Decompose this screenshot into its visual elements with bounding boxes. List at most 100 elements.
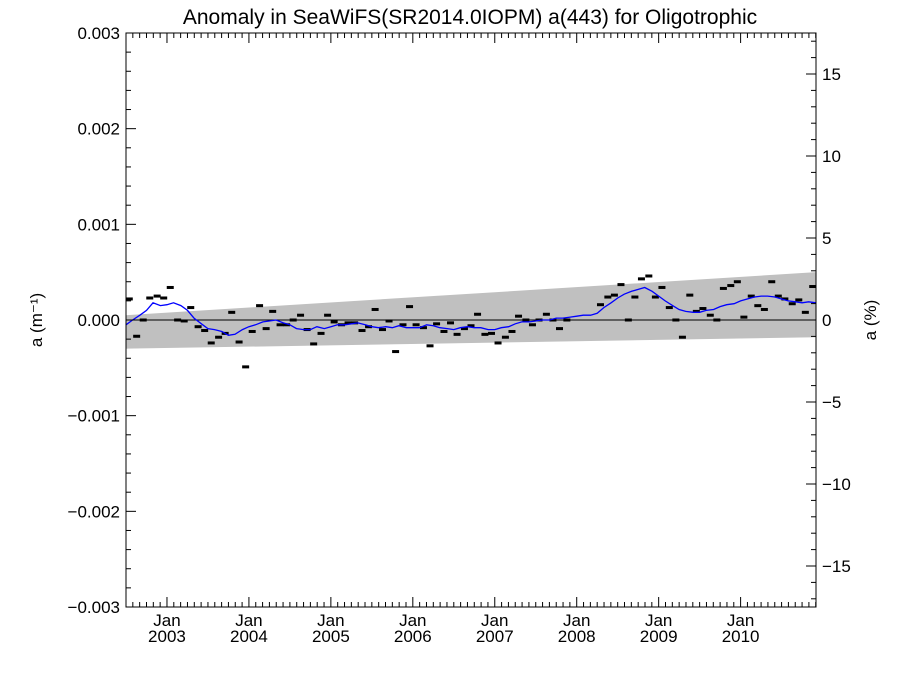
data-point-marker: [166, 285, 174, 289]
data-point-marker: [194, 325, 202, 329]
left-tick-label: 0.002: [77, 120, 120, 139]
data-point-marker: [713, 318, 721, 322]
left-axis-label: a (m⁻¹): [27, 293, 46, 347]
data-point-marker: [528, 323, 536, 327]
data-point-marker: [774, 294, 782, 298]
data-point-marker: [385, 319, 393, 323]
data-point-marker: [419, 326, 427, 330]
data-point-marker: [801, 310, 809, 314]
x-tick-month-label: Jan: [235, 611, 262, 630]
right-tick-label: 15: [822, 65, 841, 84]
x-tick-year-label: 2004: [230, 627, 268, 646]
data-point-marker: [262, 327, 270, 331]
data-point-marker: [481, 332, 489, 336]
data-point-marker: [474, 312, 482, 316]
right-tick-label: 0: [822, 311, 831, 330]
data-point-marker: [125, 297, 133, 301]
data-point-marker: [153, 294, 161, 298]
data-point-marker: [651, 295, 659, 299]
data-point-marker: [467, 324, 475, 328]
data-point-marker: [310, 342, 318, 346]
data-point-marker: [699, 307, 707, 311]
data-point-marker: [733, 280, 741, 284]
data-point-marker: [433, 322, 441, 326]
data-point-marker: [235, 340, 243, 344]
x-tick-month-label: Jan: [563, 611, 590, 630]
data-point-marker: [604, 295, 612, 299]
data-point-marker: [706, 313, 714, 317]
smoothed-anomaly-line: [125, 286, 817, 336]
x-tick-month-label: Jan: [399, 611, 426, 630]
data-point-marker: [160, 296, 168, 300]
data-point-marker: [215, 335, 223, 339]
left-tick-label: 0.001: [77, 215, 120, 234]
data-point-marker: [563, 318, 571, 322]
data-point-marker: [596, 303, 604, 307]
data-point-marker: [522, 318, 530, 322]
data-point-marker: [515, 314, 523, 318]
data-point-marker: [727, 284, 735, 288]
data-point-marker: [174, 318, 182, 322]
anomaly-markers: [125, 274, 817, 369]
x-tick-month-label: Jan: [317, 611, 344, 630]
data-point-marker: [549, 318, 557, 322]
data-point-marker: [399, 323, 407, 327]
data-point-marker: [678, 335, 686, 339]
data-point-marker: [740, 315, 748, 319]
left-y-axis: 0.003 0.002 0.001 0.000 −0.001 −0.002 −0.003: [68, 24, 136, 617]
x-tick-month-label: Jan: [153, 611, 180, 630]
data-point-marker: [692, 309, 700, 313]
data-point-marker: [365, 325, 373, 329]
data-point-marker: [297, 313, 305, 317]
data-point-marker: [809, 285, 817, 289]
data-point-marker: [760, 307, 768, 311]
left-tick-label: 0.000: [77, 311, 120, 330]
x-tick-month-label: Jan: [645, 611, 672, 630]
data-point-marker: [747, 294, 755, 298]
data-point-marker: [487, 331, 495, 335]
data-point-marker: [637, 277, 645, 281]
data-point-marker: [207, 341, 215, 345]
data-point-marker: [453, 332, 461, 336]
data-point-marker: [276, 323, 284, 327]
data-point-marker: [686, 293, 694, 297]
left-tick-label: −0.001: [68, 407, 120, 426]
x-tick-year-label: 2005: [312, 627, 350, 646]
data-point-marker: [542, 312, 550, 316]
x-tick-month-label: Jan: [727, 611, 754, 630]
left-tick-label: −0.002: [68, 502, 120, 521]
data-point-marker: [610, 293, 618, 297]
right-axis-label: a (%): [861, 300, 880, 341]
x-axis: Jan2003Jan2004Jan2005Jan2006Jan2007Jan20…: [125, 33, 817, 646]
data-point-marker: [139, 318, 147, 322]
data-point-marker: [754, 304, 762, 308]
data-point-marker: [358, 329, 366, 333]
data-point-marker: [187, 306, 195, 310]
uncertainty-band: [126, 272, 816, 349]
chart-title: Anomaly in SeaWiFS(SR2014.0IOPM) a(443) …: [183, 6, 757, 29]
data-point-marker: [426, 344, 434, 348]
uncertainty-band-area: [126, 272, 816, 349]
right-tick-label: −5: [822, 393, 841, 412]
data-point-marker: [412, 323, 420, 327]
x-tick-year-label: 2008: [558, 627, 596, 646]
data-point-marker: [392, 350, 400, 354]
data-point-marker: [781, 297, 789, 301]
x-tick-year-label: 2003: [148, 627, 186, 646]
data-point-marker: [617, 283, 625, 287]
data-point-marker: [645, 274, 653, 278]
data-point-marker: [133, 334, 141, 338]
data-point-marker: [324, 313, 332, 317]
data-point-marker: [201, 329, 209, 333]
data-point-marker: [344, 321, 352, 325]
data-point-marker: [624, 318, 632, 322]
x-tick-year-label: 2010: [722, 627, 760, 646]
right-y-axis: 15 10 5 0 −5 −10 −15: [806, 40, 851, 600]
data-point-marker: [180, 319, 188, 323]
data-point-marker: [508, 329, 516, 333]
data-point-marker: [447, 321, 455, 325]
data-point-marker: [378, 328, 386, 332]
data-point-marker: [242, 365, 250, 369]
data-point-marker: [672, 318, 680, 322]
